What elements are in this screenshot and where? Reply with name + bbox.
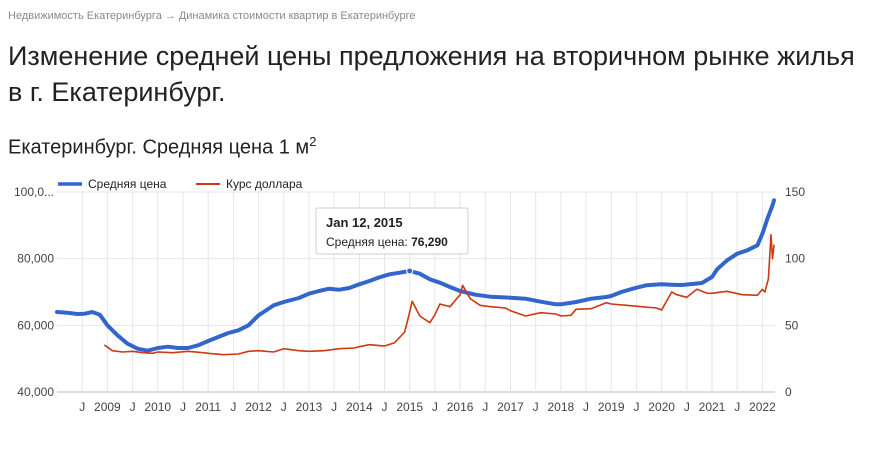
x-tick-label: J <box>130 400 136 414</box>
x-tick-label: 2009 <box>94 400 121 414</box>
chart-title: Екатеринбург. Средняя цена 1 м2 <box>8 134 316 160</box>
breadcrumb-link-realty[interactable]: Недвижимость Екатеринбурга <box>8 10 162 22</box>
y-tick-label-left: 40,000 <box>17 385 54 399</box>
chart-title-superscript: 2 <box>309 134 317 149</box>
x-tick-label: 2015 <box>396 400 423 414</box>
x-tick-label: 2019 <box>598 400 625 414</box>
x-tick-label: J <box>432 400 438 414</box>
x-tick-label: J <box>382 400 388 414</box>
line-chart[interactable]: 40,000 60,000 80,000 100,0... 0 50 100 150 J 2009… <box>0 168 874 418</box>
series-line-usd-rate <box>104 233 775 356</box>
y-tick-label-left: 60,000 <box>17 318 54 332</box>
x-tick-label: J <box>79 400 85 414</box>
breadcrumb-separator: → <box>164 10 176 22</box>
x-tick-label: J <box>533 400 539 414</box>
x-tick-label: 2017 <box>497 400 524 414</box>
y-tick-label-left: 80,000 <box>17 252 54 266</box>
series-line-avg-price <box>55 198 776 353</box>
chart-title-text: Екатеринбург. Средняя цена 1 м <box>8 136 310 159</box>
x-tick-label: J <box>230 400 236 414</box>
y-tick-label-left: 100,0... <box>14 185 54 199</box>
x-tick-label: J <box>633 400 639 414</box>
x-tick-label: 2018 <box>548 400 575 414</box>
x-tick-label: 2013 <box>296 400 323 414</box>
x-tick-label: 2022 <box>749 400 776 414</box>
x-tick-label: J <box>331 400 337 414</box>
tooltip-box <box>315 207 469 255</box>
x-tick-label: 2016 <box>447 400 474 414</box>
x-tick-label: J <box>684 400 690 414</box>
x-tick-label: J <box>482 400 488 414</box>
tooltip: Jan 12, 2015 Средняя цена: 76,290 <box>315 207 469 255</box>
y-tick-label-right: 100 <box>785 252 805 266</box>
legend-item-avg-price[interactable]: Средняя цена <box>58 177 167 191</box>
legend-item-usd-rate[interactable]: Курс доллара <box>196 177 303 191</box>
y-tick-label-right: 0 <box>785 385 792 399</box>
x-tick-label: 2010 <box>144 400 171 414</box>
highlighted-data-point <box>406 267 414 275</box>
y-tick-label-right: 50 <box>785 318 799 332</box>
legend-label: Курс доллара <box>226 177 303 191</box>
tooltip-value: 76,290 <box>411 235 448 249</box>
tooltip-label: Средняя цена: <box>326 235 411 249</box>
x-tick-label: J <box>583 400 589 414</box>
legend-label: Средняя цена <box>88 177 167 191</box>
x-tick-label: J <box>180 400 186 414</box>
tooltip-date: Jan 12, 2015 <box>326 215 403 230</box>
x-tick-label: J <box>281 400 287 414</box>
x-tick-label: 2012 <box>245 400 272 414</box>
x-tick-label: 2020 <box>648 400 675 414</box>
breadcrumb-link-dynamics[interactable]: Динамика стоимости квартир в Екатеринбур… <box>178 10 416 22</box>
tooltip-text: Средняя цена: 76,290 <box>326 235 448 249</box>
x-tick-label: 2014 <box>346 400 373 414</box>
page-title: Изменение средней цены предложения на вт… <box>8 41 855 107</box>
x-tick-label: J <box>734 400 740 414</box>
x-tick-label: 2011 <box>195 400 221 414</box>
breadcrumb: Недвижимость Екатеринбурга → Динамика стои… <box>8 10 416 22</box>
x-tick-label: 2021 <box>699 400 726 414</box>
y-tick-label-right: 150 <box>785 185 805 199</box>
